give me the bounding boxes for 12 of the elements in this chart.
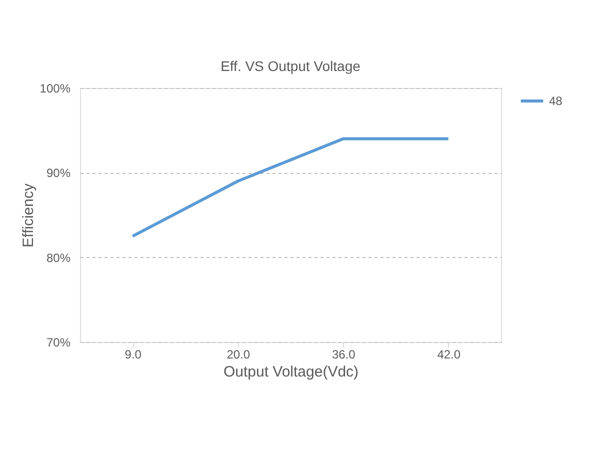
y-axis-title: Efficiency [20, 183, 37, 248]
x-tick-label: 9.0 [124, 348, 142, 362]
legend-label: 48 [549, 94, 563, 108]
x-axis-title: Output Voltage(Vdc) [223, 364, 359, 380]
y-tick-label: 80% [46, 250, 71, 265]
y-tick-label: 70% [46, 336, 71, 350]
chart-title: Eff. VS Output Voltage [220, 58, 361, 74]
y-tick-label: 100% [40, 82, 71, 96]
x-tick-label: 20.0 [226, 348, 250, 362]
x-tick-label: 36.0 [332, 348, 356, 362]
y-tick-label: 90% [46, 166, 71, 180]
x-tick-label: 42.0 [437, 348, 461, 362]
